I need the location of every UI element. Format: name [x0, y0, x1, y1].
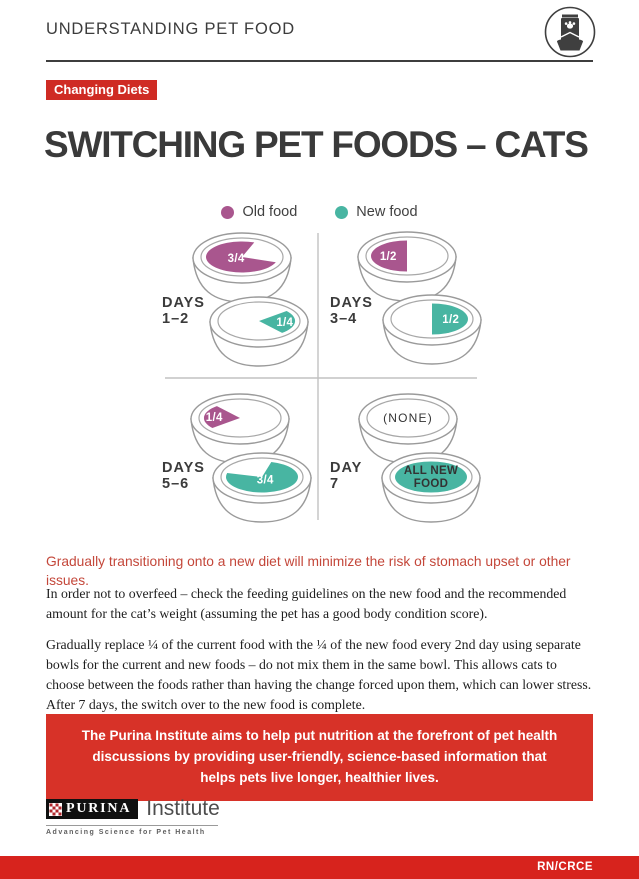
food-amount-label: (NONE)	[383, 411, 433, 425]
purina-institute-callout: The Purina Institute aims to help put nu…	[46, 714, 593, 801]
new-food-bowl: 3/4	[212, 452, 312, 523]
food-amount-label: 1/4	[206, 412, 223, 424]
page-title: SWITCHING PET FOODS – CATS	[44, 124, 589, 165]
lead-sentence: Gradually transitioning onto a new diet …	[46, 554, 571, 588]
food-amount-label: 3/4	[257, 474, 274, 486]
purina-checkerboard-icon	[49, 802, 62, 816]
institute-wordmark: Institute	[146, 797, 220, 820]
day-label: DAY 7	[330, 460, 362, 492]
paragraph: In order not to overfeed – check the fee…	[46, 586, 567, 622]
legend-label: Old food	[242, 204, 298, 220]
section-badge: Changing Diets	[46, 80, 158, 100]
food-fill	[432, 303, 468, 335]
legend: Old food New food	[0, 204, 639, 220]
food-amount-label: 3/4	[228, 253, 245, 265]
footer-bar: RN/CRCE	[0, 856, 639, 879]
new-food-bowl: 1/2	[382, 294, 482, 365]
logo-tagline: Advancing Science for Pet Health	[46, 829, 206, 836]
food-amount-label: 1/2	[380, 251, 397, 263]
purina-logo-bar: PURINA	[46, 799, 139, 819]
food-fill	[395, 461, 467, 493]
food-fill	[225, 462, 298, 493]
food-amount-label: 1/2	[442, 314, 459, 326]
paragraph: Gradually replace ¼ of the current food …	[46, 636, 592, 713]
new-food-bowl: 1/4	[209, 296, 309, 367]
legend-item-old-food: Old food	[221, 204, 297, 220]
legend-label: New food	[356, 204, 418, 220]
food-amount-label: ALL NEW FOOD	[404, 465, 458, 490]
food-fill	[203, 406, 240, 428]
food-amount-label: 1/4	[276, 317, 293, 329]
header-divider	[46, 60, 593, 62]
food-fill	[205, 241, 276, 273]
footer-code: RN/CRCE	[537, 861, 593, 873]
new-food-dot-icon	[335, 205, 349, 219]
old-food-bowl: 1/4	[190, 393, 290, 464]
pet-food-bag-and-bowl-icon	[543, 5, 597, 59]
logo-divider	[46, 825, 218, 826]
old-food-dot-icon	[221, 205, 235, 219]
purina-wordmark: PURINA	[66, 801, 132, 816]
day-label: DAYS 1–2	[162, 295, 205, 327]
document-header-title: UNDERSTANDING PET FOOD	[46, 20, 295, 38]
food-fill	[371, 240, 407, 272]
new-food-bowl: ALL NEW FOOD	[381, 452, 481, 523]
legend-item-new-food: New food	[335, 204, 418, 220]
purina-institute-logo: PURINA Institute Advancing Science for P…	[46, 797, 222, 836]
food-fill	[259, 311, 296, 333]
old-food-bowl: 1/2	[357, 231, 457, 302]
old-food-bowl: (NONE)	[358, 393, 458, 464]
old-food-bowl: 3/4	[192, 232, 292, 303]
day-label: DAYS 3–4	[330, 295, 373, 327]
day-label: DAYS 5–6	[162, 460, 205, 492]
food-transition-diagram: 3/4 1/4 DAYS 1–2 1/2 1/2 DAYS 3–4 1/4 3/4 DAYS 5–6 (…	[162, 231, 482, 523]
